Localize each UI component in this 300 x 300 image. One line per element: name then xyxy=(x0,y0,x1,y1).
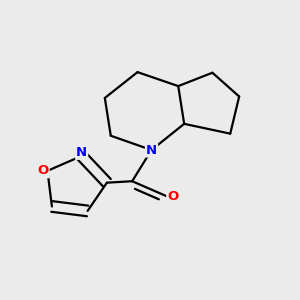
Text: N: N xyxy=(76,146,87,159)
Text: O: O xyxy=(38,164,49,177)
Text: N: N xyxy=(146,143,157,157)
Text: O: O xyxy=(167,190,178,202)
